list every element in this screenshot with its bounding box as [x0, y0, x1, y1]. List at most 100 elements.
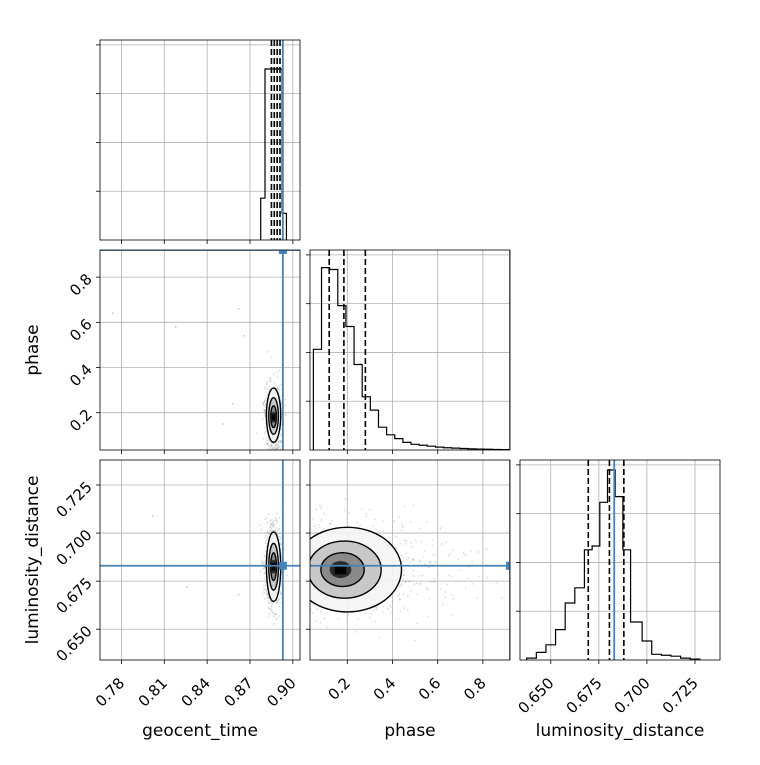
- sample-point: [397, 594, 400, 597]
- sample-point: [302, 572, 304, 574]
- sample-point: [301, 543, 303, 545]
- sample-point: [278, 528, 281, 531]
- histogram-phase: [312, 267, 510, 450]
- sample-point: [277, 391, 280, 394]
- contour-middle: [310, 540, 382, 599]
- sample-point: [284, 404, 286, 407]
- sample-point: [280, 402, 283, 405]
- sample-point: [306, 522, 308, 524]
- sample-point: [359, 524, 362, 526]
- sample-point: [285, 597, 287, 599]
- sample-point: [277, 444, 280, 447]
- sample-point: [434, 560, 437, 563]
- sample-point: [302, 542, 304, 544]
- sample-point: [302, 551, 304, 553]
- sample-point: [264, 413, 266, 415]
- y-tick-label-luminosity_distance: 0.650: [53, 622, 96, 665]
- sample-point: [402, 526, 405, 529]
- sample-point: [268, 600, 271, 602]
- sample-point: [264, 414, 267, 417]
- sample-point: [304, 563, 306, 565]
- sample-point: [447, 574, 450, 577]
- sample-point: [265, 531, 268, 534]
- sample-point: [430, 581, 433, 584]
- panel-frame: [309, 249, 511, 451]
- sample-point: [407, 580, 410, 583]
- panel-frame: [99, 249, 301, 451]
- sample-point: [275, 613, 278, 616]
- sample-point: [395, 535, 397, 538]
- sample-point: [267, 442, 270, 445]
- sample-point: [290, 560, 292, 562]
- panel-hist-luminosity_distance: [516, 459, 721, 664]
- sample-point: [271, 524, 274, 527]
- sample-point: [413, 639, 416, 642]
- panel-2d-phase-luminosity_distance: [272, 459, 511, 664]
- sample-point: [382, 530, 385, 532]
- sample-point: [272, 524, 275, 527]
- sample-point: [372, 525, 375, 528]
- sample-point: [302, 586, 304, 588]
- sample-point: [274, 479, 276, 481]
- sample-point: [272, 462, 274, 464]
- sample-point: [266, 596, 269, 599]
- sample-point: [280, 383, 282, 386]
- sample-point: [268, 455, 270, 457]
- sample-point: [495, 582, 498, 585]
- x-tick-label-phase: 0.6: [415, 674, 445, 704]
- sample-point: [306, 567, 308, 569]
- sample-point: [323, 617, 326, 620]
- sample-point: [271, 468, 273, 470]
- sample-point: [293, 514, 295, 516]
- sample-point: [272, 607, 274, 609]
- sample-point: [269, 519, 272, 522]
- sample-point: [399, 598, 402, 601]
- sample-point: [314, 525, 316, 528]
- sample-point: [277, 500, 279, 502]
- sample-point: [268, 464, 270, 466]
- panel-frame: [99, 459, 301, 661]
- sample-point: [273, 467, 275, 469]
- sample-point: [267, 530, 269, 533]
- sample-point: [263, 566, 266, 569]
- sample-point: [294, 574, 296, 576]
- sample-point: [280, 456, 282, 458]
- sample-point: [243, 334, 246, 337]
- sample-point: [272, 530, 275, 532]
- sample-point: [262, 402, 265, 405]
- sample-point: [263, 405, 265, 408]
- y-tick-label-phase: 0.8: [66, 270, 96, 300]
- sample-point: [272, 520, 274, 523]
- panel-content: [100, 460, 300, 660]
- sample-point: [307, 589, 309, 591]
- x-tick-label-phase: 0.8: [460, 674, 490, 704]
- sample-point: [306, 556, 308, 558]
- sample-point: [264, 414, 267, 417]
- sample-point: [274, 451, 276, 453]
- sample-point: [273, 461, 275, 463]
- sample-point: [265, 383, 268, 386]
- sample-point: [276, 387, 279, 390]
- sample-point: [415, 582, 418, 585]
- sample-point: [264, 400, 266, 403]
- sample-point: [304, 616, 306, 618]
- panel-2d-geocent_time-luminosity_distance: [96, 459, 301, 664]
- sample-point: [373, 609, 375, 612]
- sample-point: [446, 583, 449, 586]
- truth-marker: [506, 561, 510, 570]
- sample-point: [268, 607, 271, 610]
- sample-point: [390, 611, 392, 614]
- sample-point: [285, 548, 287, 550]
- sample-point: [420, 541, 423, 543]
- y-tick-label-luminosity_distance: 0.700: [53, 526, 96, 569]
- sample-point: [325, 626, 328, 629]
- sample-point: [265, 450, 267, 452]
- sample-point: [274, 465, 276, 467]
- sample-point: [386, 607, 389, 610]
- sample-point: [348, 511, 350, 514]
- sample-point: [280, 433, 282, 436]
- sample-point: [374, 518, 377, 521]
- sample-point: [266, 522, 268, 524]
- sample-point: [274, 447, 277, 450]
- sample-point: [374, 528, 377, 531]
